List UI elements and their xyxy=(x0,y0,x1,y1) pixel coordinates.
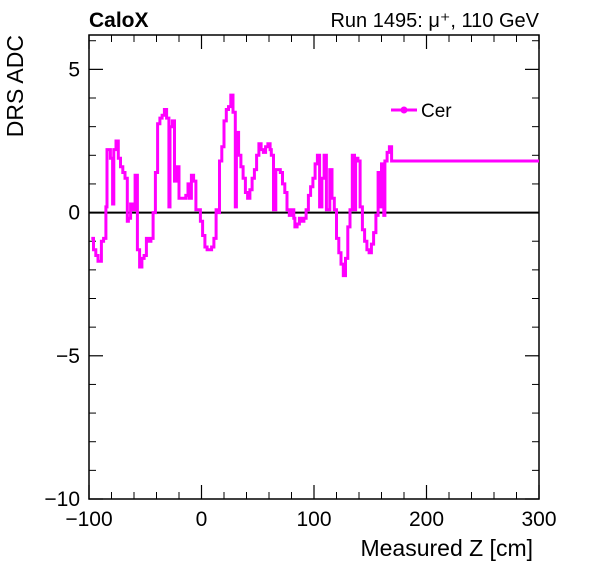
x-tick-label: 300 xyxy=(521,508,556,531)
legend-marker-cer xyxy=(400,106,408,114)
y-tick-labels: −10 −5 0 5 xyxy=(44,58,80,511)
y-tick-label: −10 xyxy=(44,488,80,511)
minor-ticks xyxy=(89,35,539,499)
x-tick-labels: −100 0 100 200 300 xyxy=(65,508,556,531)
legend-label-cer: Cer xyxy=(421,101,452,122)
plot-frame xyxy=(88,34,540,500)
x-axis-title: Measured Z [cm] xyxy=(360,535,533,561)
x-tick-label: 0 xyxy=(196,508,208,531)
y-axis-title: DRS ADC xyxy=(2,35,28,137)
experiment-label: CaloX xyxy=(89,9,149,32)
y-tick-label: −5 xyxy=(56,345,80,368)
run-info-label: Run 1495: μ⁺, 110 GeV xyxy=(330,10,539,32)
major-ticks xyxy=(88,35,540,500)
x-tick-label: −100 xyxy=(65,508,112,531)
y-tick-label: 0 xyxy=(68,202,80,225)
x-tick-label: 100 xyxy=(296,508,331,531)
y-tick-label: 5 xyxy=(68,58,80,81)
legend: Cer xyxy=(391,101,452,122)
series-line-cer xyxy=(91,93,539,278)
x-tick-label: 200 xyxy=(409,508,444,531)
